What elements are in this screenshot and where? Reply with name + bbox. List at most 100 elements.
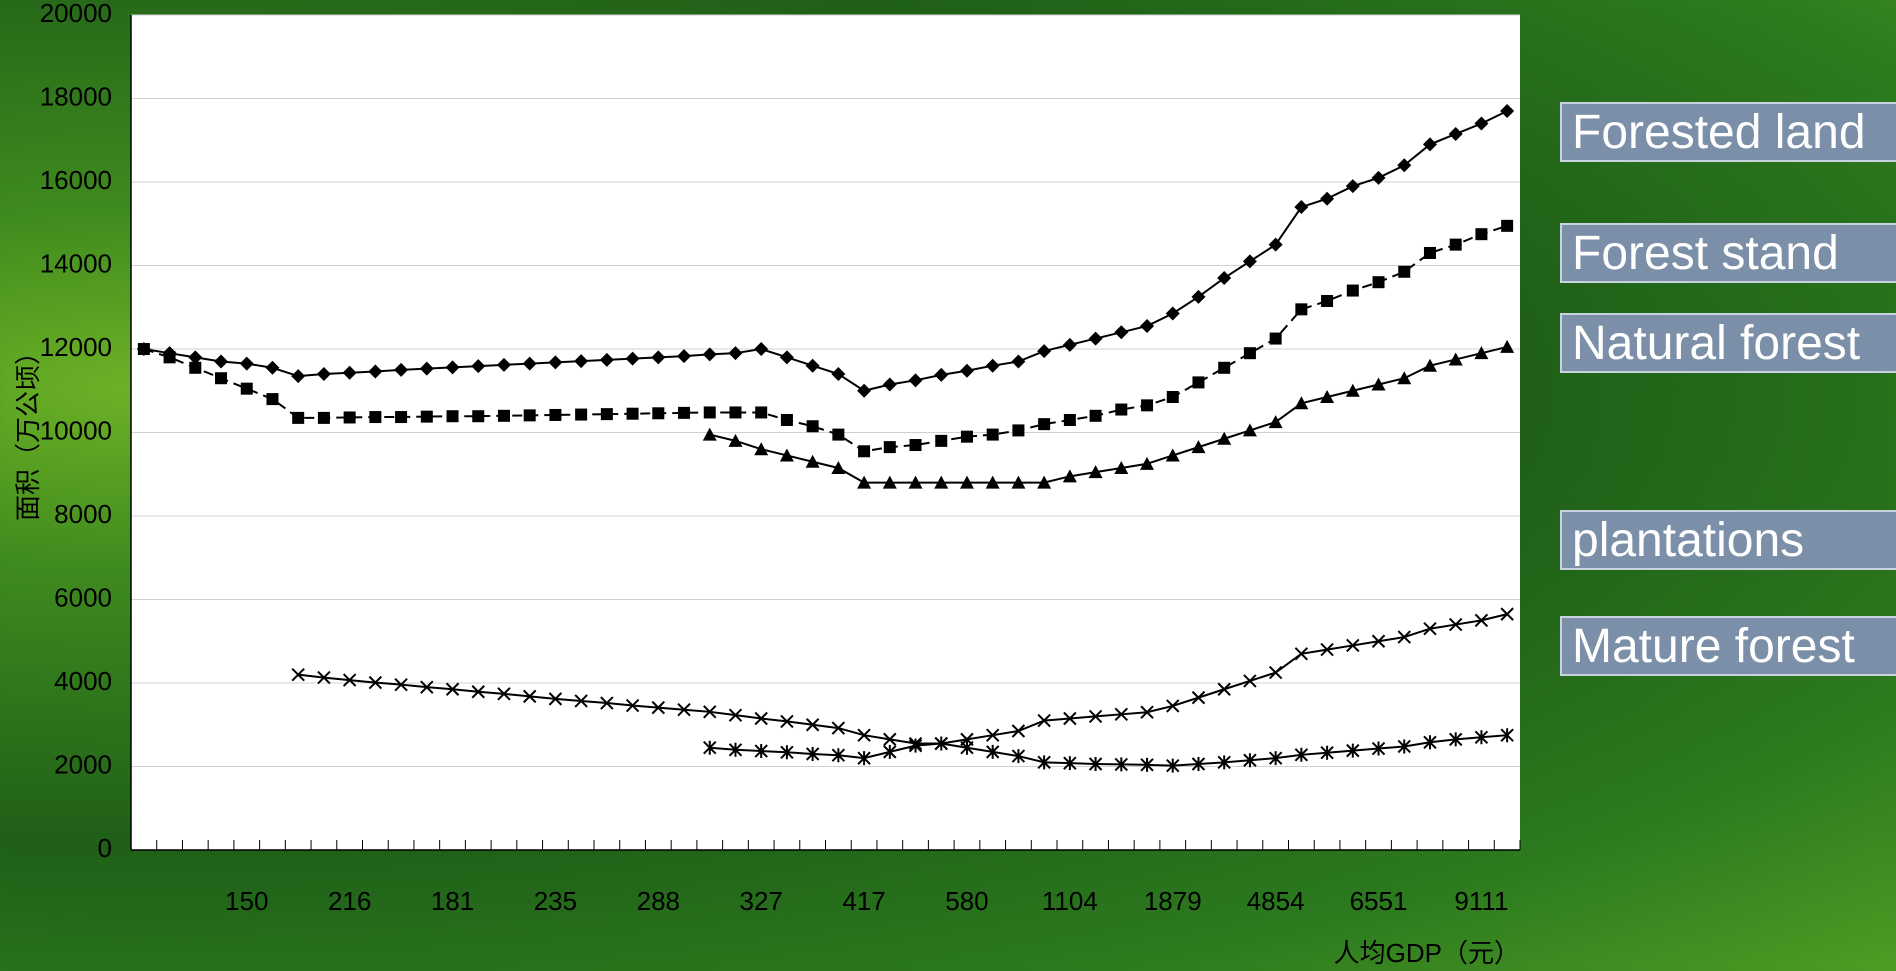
marker	[1140, 757, 1154, 772]
marker	[1166, 758, 1180, 773]
y-tick-label: 20000	[40, 0, 112, 28]
y-tick-label: 12000	[40, 332, 112, 362]
marker	[368, 675, 383, 690]
y-tick-label: 2000	[54, 749, 112, 779]
marker	[600, 408, 613, 421]
marker	[985, 728, 1000, 742]
marker	[1268, 665, 1283, 680]
marker	[1268, 237, 1283, 252]
marker	[1320, 745, 1334, 760]
marker	[831, 721, 846, 735]
marker	[908, 373, 923, 388]
marker	[908, 475, 923, 489]
marker	[189, 361, 202, 374]
marker	[574, 354, 589, 369]
marker	[1448, 732, 1463, 747]
marker	[1063, 413, 1076, 426]
marker	[1474, 346, 1489, 360]
marker	[1397, 739, 1411, 754]
marker	[1243, 347, 1256, 360]
marker	[960, 430, 973, 443]
y-tick-label: 8000	[54, 499, 112, 529]
marker	[728, 742, 743, 757]
marker	[575, 408, 588, 421]
marker	[214, 354, 229, 369]
marker	[1500, 104, 1515, 119]
marker	[1321, 294, 1334, 307]
marker	[239, 356, 254, 371]
marker	[858, 445, 871, 458]
marker	[1140, 456, 1155, 470]
marker	[651, 350, 666, 365]
y-tick-label: 14000	[40, 248, 112, 278]
marker	[652, 407, 665, 420]
marker	[497, 409, 510, 422]
marker	[934, 475, 949, 489]
marker	[831, 460, 846, 474]
marker	[394, 677, 408, 692]
marker	[1011, 749, 1026, 764]
marker	[548, 355, 563, 370]
x-tick-label: 1879	[1144, 886, 1202, 916]
marker	[1423, 735, 1437, 750]
marker	[703, 705, 717, 719]
marker	[1371, 634, 1386, 648]
marker	[754, 711, 768, 726]
x-tick-label: 4854	[1247, 886, 1305, 916]
y-tick-label: 10000	[40, 415, 112, 445]
marker	[985, 475, 1000, 489]
marker	[1422, 358, 1437, 372]
y-tick-label: 16000	[40, 165, 112, 195]
marker	[883, 441, 896, 454]
y-tick-label: 18000	[40, 81, 112, 111]
marker	[985, 744, 1000, 759]
marker	[1294, 647, 1309, 661]
marker	[1037, 344, 1052, 359]
marker	[1268, 415, 1283, 429]
marker	[291, 667, 305, 682]
x-tick-label: 1104	[1042, 886, 1098, 916]
marker	[779, 448, 794, 462]
marker	[1191, 289, 1206, 304]
marker	[1037, 755, 1051, 770]
marker	[1371, 741, 1386, 756]
legend-entry: plantations	[1560, 510, 1896, 570]
marker	[805, 746, 820, 761]
marker	[266, 393, 279, 406]
marker	[626, 407, 639, 420]
marker	[445, 682, 460, 696]
marker	[1500, 728, 1514, 743]
marker	[1141, 399, 1154, 412]
marker	[935, 434, 948, 447]
marker	[805, 454, 820, 468]
marker	[1038, 418, 1051, 431]
marker	[754, 744, 768, 759]
y-tick-label: 4000	[54, 666, 112, 696]
marker	[1166, 391, 1179, 404]
marker	[1500, 339, 1515, 353]
marker	[677, 703, 691, 717]
marker	[1011, 354, 1026, 369]
marker	[1501, 219, 1514, 232]
marker	[857, 475, 872, 489]
marker	[882, 377, 897, 392]
marker	[1346, 284, 1359, 297]
marker	[625, 351, 640, 366]
marker	[522, 689, 537, 704]
marker	[728, 708, 743, 722]
x-tick-label: 9111	[1454, 886, 1508, 916]
marker	[1191, 440, 1206, 454]
marker	[1397, 371, 1412, 385]
marker	[678, 406, 691, 419]
marker	[1063, 711, 1077, 726]
marker	[1474, 730, 1489, 745]
series-line	[709, 734, 1508, 767]
marker	[985, 358, 1000, 373]
marker	[1423, 246, 1436, 259]
marker	[1243, 674, 1257, 688]
marker	[497, 687, 511, 701]
x-tick-label: 235	[534, 886, 577, 916]
legend-entry: Forested land	[1560, 102, 1896, 162]
